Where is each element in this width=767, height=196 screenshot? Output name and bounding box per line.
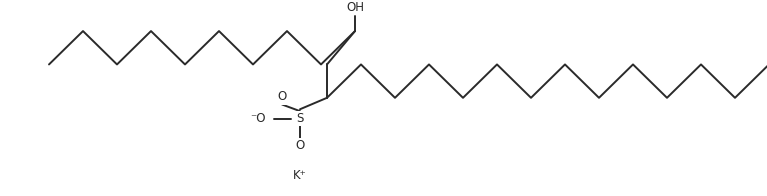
- Text: OH: OH: [346, 1, 364, 14]
- Text: O: O: [295, 139, 304, 152]
- Text: K⁺: K⁺: [293, 170, 307, 182]
- Text: ⁻O: ⁻O: [250, 112, 265, 125]
- Text: O: O: [278, 90, 287, 103]
- Text: S: S: [296, 112, 304, 125]
